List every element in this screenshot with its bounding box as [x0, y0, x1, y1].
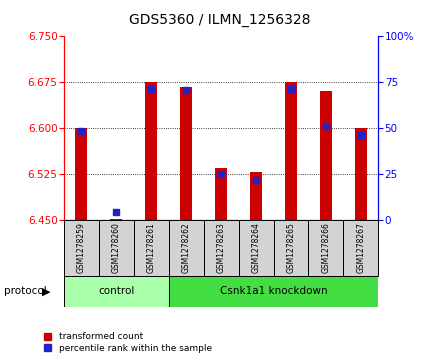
FancyBboxPatch shape: [274, 220, 308, 276]
Bar: [355, 128, 367, 220]
Text: ▶: ▶: [42, 286, 51, 296]
Text: GSM1278267: GSM1278267: [356, 222, 366, 273]
Text: GSM1278266: GSM1278266: [322, 222, 330, 273]
Text: GSM1278261: GSM1278261: [147, 223, 156, 273]
Bar: [250, 172, 262, 220]
FancyBboxPatch shape: [344, 220, 378, 276]
Bar: [215, 168, 227, 220]
FancyBboxPatch shape: [308, 220, 344, 276]
FancyBboxPatch shape: [169, 276, 378, 307]
Text: GSM1278263: GSM1278263: [216, 222, 226, 273]
FancyBboxPatch shape: [64, 276, 169, 307]
Text: GSM1278264: GSM1278264: [252, 222, 260, 273]
Bar: [180, 87, 192, 220]
FancyBboxPatch shape: [99, 220, 134, 276]
Text: GSM1278260: GSM1278260: [112, 222, 121, 273]
Bar: [285, 82, 297, 220]
Text: GSM1278259: GSM1278259: [77, 222, 86, 273]
FancyBboxPatch shape: [134, 220, 169, 276]
Bar: [75, 128, 88, 220]
Text: GSM1278262: GSM1278262: [182, 223, 191, 273]
Text: protocol: protocol: [4, 286, 47, 296]
Bar: [320, 91, 332, 220]
FancyBboxPatch shape: [169, 220, 204, 276]
Text: GDS5360 / ILMN_1256328: GDS5360 / ILMN_1256328: [129, 13, 311, 27]
FancyBboxPatch shape: [204, 220, 238, 276]
Bar: [110, 219, 122, 220]
FancyBboxPatch shape: [238, 220, 274, 276]
Bar: [145, 82, 158, 220]
Text: Csnk1a1 knockdown: Csnk1a1 knockdown: [220, 286, 327, 296]
FancyBboxPatch shape: [64, 220, 99, 276]
Text: control: control: [98, 286, 135, 296]
Text: GSM1278265: GSM1278265: [286, 222, 296, 273]
Legend: transformed count, percentile rank within the sample: transformed count, percentile rank withi…: [44, 333, 212, 353]
